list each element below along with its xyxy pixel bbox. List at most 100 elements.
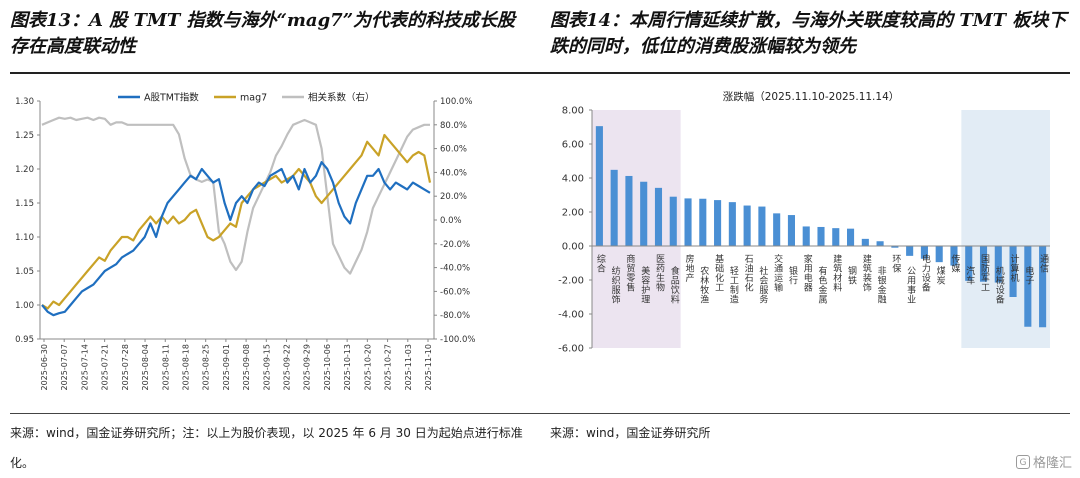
left-figure-title: 图表13：A 股 TMT 指数与海外“mag7”为代表的科技成长股存在高度联动性 [10,10,516,57]
x-tick-label: 2025-10-06 [323,344,332,391]
bar [610,169,618,246]
x-tick-label: 2025-11-03 [404,344,413,391]
x-tick-label: 2025-08-04 [141,344,150,391]
bar-chart-title: 涨跌幅（2025.11.10-2025.11.14） [723,90,900,103]
right-y-tick-label: -40.0% [440,264,470,274]
bar-y-tick-label: 0.00 [562,242,584,253]
watermark-logo-icon: G [1015,454,1030,469]
right-y-tick-label: 40.0% [440,168,467,178]
tmt-mag7-line-chart: 1.30 1.25 1.20 1.15 1.10 1.05 1.00 0.95 100.0% 80… [15,92,475,391]
bar-category-label: 银行 [789,265,798,286]
left-y-tick-label: 1.25 [15,131,34,141]
bar-category-label: 农林牧渔 [700,265,709,305]
bar [787,215,795,246]
right-y-tick-label: 80.0% [440,121,467,131]
highlight-band-tmt [961,110,1050,348]
x-tick-label: 2025-09-22 [283,344,292,391]
bar [965,246,973,281]
bar-category-label: 纺织服饰 [612,265,621,305]
bar-category-label: 公用事业 [907,266,916,305]
bar [979,246,988,282]
watermark: G 格隆汇 [1015,452,1072,471]
bar [728,202,736,246]
bar-category-label: 房地产 [686,253,695,284]
bar-category-label: 通信 [1040,254,1049,274]
right-y-tick-label: -20.0% [440,240,470,250]
right-y-tick-label: 60.0% [440,145,467,155]
bar-category-label: 传媒 [951,253,960,274]
bar-category-label: 社会服务 [759,265,768,305]
right-y-tick-label: -80.0% [440,311,470,321]
bar-y-tick-label: -4.00 [558,310,584,321]
bar-category-label: 机械设备 [996,265,1005,305]
bar [595,126,603,246]
bar [950,246,958,266]
bar-y-tick-label: 6.00 [562,140,584,151]
bar-category-label: 石油石化 [745,255,754,293]
bar-category-label: 钢铁 [848,265,857,286]
right-y-tick-label: 100.0% [440,97,472,107]
bar [802,226,810,246]
bar [832,228,840,246]
bar [994,246,1002,283]
legend-label: A股TMT指数 [144,92,199,104]
x-tick-label: 2025-07-14 [80,344,89,391]
right-y-tick-label: 0.0% [440,216,462,226]
right-y-tick-label: -60.0% [440,287,470,297]
series-line [41,161,431,317]
bar-category-label: 综合 [597,253,606,274]
x-tick-label: 2025-07-28 [121,344,130,391]
bar [684,198,692,246]
left-y-tick-label: 1.00 [15,301,34,311]
bar-category-label: 建筑装饰 [863,253,872,293]
x-tick-label: 2025-09-29 [303,344,312,391]
bar-y-tick-label: 8.00 [562,106,584,117]
bar [935,246,943,263]
right-figure-title: 图表14：本周行情延续扩散，与海外关联度较高的 TMT 板块下跌的同时，低位的消… [550,10,1067,57]
bar-category-label: 计算机 [1011,253,1020,284]
x-tick-label: 2025-07-21 [101,344,110,391]
bar [1009,246,1017,297]
bar [669,196,677,246]
x-tick-label: 2025-10-13 [343,344,352,391]
bar [699,198,707,246]
bar-category-label: 有色金属 [818,265,827,305]
bar-category-label: 医药生物 [656,254,665,293]
bar-category-label: 食品饮料 [671,265,680,305]
legend-label: 相关系数（右） [308,92,375,104]
highlight-band-consumer [592,110,681,348]
bar-category-label: 交通运输 [774,253,783,293]
bar [847,228,855,246]
left-source-note: 来源：wind，国金证券研究所；注：以上为股价表现，以 2025 年 6 月 3… [10,426,523,470]
bar-category-label: 环保 [892,254,901,274]
bar-category-label: 家用电器 [804,253,813,293]
bar [1024,246,1032,327]
bar-y-tick-label: 2.00 [562,208,584,219]
bar-category-label: 建筑材料 [833,253,842,293]
bar [640,181,648,246]
bar [773,213,781,246]
weekly-change-bar-chart: 涨跌幅（2025.11.10-2025.11.14） 8.00 6.00 4.00 2.… [558,90,1050,355]
bar-category-label: 电力设备 [922,253,931,293]
bar-category-label: 商贸零售 [626,253,635,293]
x-tick-label: 2025-10-20 [363,344,372,391]
right-y-tick-label: 20.0% [440,192,467,202]
bar-category-label: 基础化工 [715,253,724,293]
bar-category-label: 美容护理 [641,265,650,305]
bar [906,246,914,256]
bar [817,226,825,246]
bar-category-label: 电子 [1025,265,1034,286]
bar [714,200,722,246]
bar [625,175,633,246]
bar-category-label: 汽车 [966,265,975,286]
left-y-tick-label: 1.10 [15,233,34,243]
bar [861,238,869,246]
bar [920,246,928,259]
watermark-text: 格隆汇 [1032,456,1072,471]
x-tick-label: 2025-11-10 [424,344,433,391]
x-tick-label: 2025-10-27 [384,344,393,391]
x-tick-label: 2025-07-07 [60,344,69,391]
bar [758,206,766,246]
bar-y-tick-label: -6.00 [558,344,584,355]
legend-label: mag7 [240,93,267,104]
